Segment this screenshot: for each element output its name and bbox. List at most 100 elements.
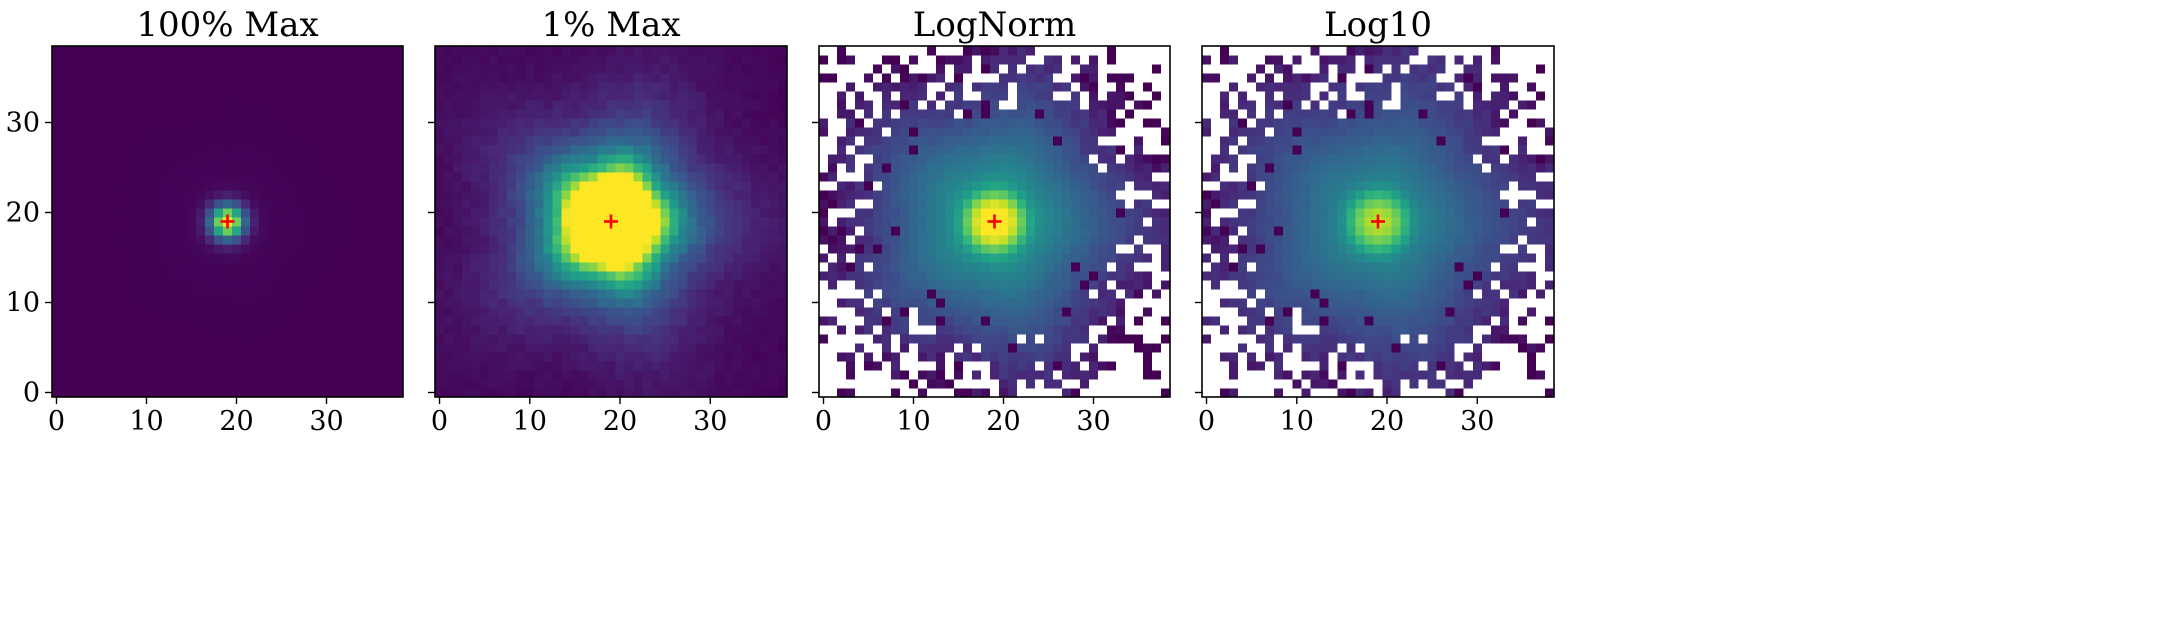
heatmap-cell bbox=[525, 370, 535, 380]
heatmap-cell bbox=[1053, 190, 1063, 200]
heatmap-cell bbox=[151, 235, 161, 245]
heatmap-cell bbox=[79, 172, 89, 182]
heatmap-cell bbox=[232, 145, 242, 155]
heatmap-cell bbox=[1391, 379, 1402, 389]
heatmap-cell bbox=[133, 163, 143, 173]
heatmap-cell bbox=[981, 280, 991, 290]
heatmap-cell bbox=[304, 199, 314, 209]
heatmap-cell bbox=[385, 298, 395, 308]
heatmap-cell bbox=[358, 82, 368, 92]
heatmap-cell bbox=[873, 109, 883, 119]
heatmap-cell bbox=[1098, 208, 1108, 218]
heatmap-cell bbox=[936, 235, 946, 245]
heatmap-cell bbox=[435, 370, 445, 380]
heatmap-cell bbox=[1134, 226, 1144, 236]
heatmap-cell bbox=[489, 109, 499, 119]
heatmap-cell bbox=[846, 82, 856, 92]
heatmap-cell bbox=[88, 307, 98, 317]
heatmap-cell bbox=[142, 334, 152, 344]
heatmap-cell bbox=[151, 388, 161, 398]
heatmap-cell bbox=[178, 307, 188, 317]
heatmap-cell bbox=[1346, 343, 1357, 353]
heatmap-cell bbox=[169, 334, 179, 344]
heatmap-cell bbox=[615, 379, 626, 389]
heatmap-cell bbox=[169, 271, 179, 281]
heatmap-cell bbox=[714, 334, 725, 344]
heatmap-cell bbox=[376, 172, 386, 182]
heatmap-cell bbox=[160, 64, 170, 74]
heatmap-cell bbox=[1454, 316, 1465, 326]
heatmap-cell bbox=[768, 379, 779, 389]
heatmap-cell bbox=[543, 343, 553, 353]
heatmap-cell bbox=[669, 217, 680, 227]
heatmap-cell bbox=[642, 361, 653, 371]
heatmap-cell bbox=[507, 181, 517, 191]
heatmap-cell bbox=[855, 73, 865, 83]
heatmap-cell bbox=[277, 199, 287, 209]
heatmap-cell bbox=[358, 55, 368, 65]
heatmap-cell bbox=[453, 325, 463, 335]
heatmap-cell bbox=[340, 244, 350, 254]
heatmap-cell bbox=[918, 199, 928, 209]
heatmap-cell bbox=[498, 55, 508, 65]
heatmap-cell bbox=[606, 271, 617, 281]
heatmap-cell bbox=[214, 334, 224, 344]
heatmap-cell bbox=[367, 172, 377, 182]
heatmap-cell bbox=[367, 280, 377, 290]
heatmap-cell bbox=[268, 154, 278, 164]
heatmap-cell bbox=[367, 289, 377, 299]
heatmap-cell bbox=[331, 379, 341, 389]
heatmap-cell bbox=[561, 46, 571, 56]
heatmap-cell bbox=[453, 64, 463, 74]
heatmap-cell bbox=[516, 145, 526, 155]
heatmap-cell bbox=[349, 370, 359, 380]
heatmap-cell bbox=[313, 370, 323, 380]
heatmap-cell bbox=[696, 64, 707, 74]
heatmap-cell bbox=[1409, 352, 1420, 362]
heatmap-cell bbox=[1008, 343, 1018, 353]
heatmap-cell bbox=[1355, 370, 1366, 380]
heatmap-cell bbox=[286, 379, 296, 389]
heatmap-cell bbox=[1283, 370, 1293, 380]
heatmap-cell bbox=[151, 100, 161, 110]
heatmap-cell bbox=[588, 343, 599, 353]
heatmap-cell bbox=[1292, 370, 1302, 380]
heatmap-cell bbox=[615, 163, 626, 173]
heatmap-cell bbox=[1544, 316, 1555, 326]
heatmap-cell bbox=[471, 388, 481, 398]
heatmap-cell bbox=[1071, 46, 1081, 56]
heatmap-cell bbox=[1355, 352, 1366, 362]
heatmap-cell bbox=[340, 100, 350, 110]
heatmap-cell bbox=[1211, 361, 1221, 371]
heatmap-cell bbox=[660, 163, 671, 173]
heatmap-cell bbox=[552, 199, 562, 209]
heatmap-cell bbox=[651, 262, 662, 272]
heatmap-cell bbox=[1017, 145, 1027, 155]
heatmap-cell bbox=[633, 100, 644, 110]
heatmap-cell bbox=[187, 280, 197, 290]
heatmap-cell bbox=[615, 370, 626, 380]
heatmap-cell bbox=[1544, 343, 1555, 353]
heatmap-cell bbox=[435, 181, 445, 191]
heatmap-cell bbox=[954, 244, 964, 254]
heatmap-cell bbox=[1143, 136, 1153, 146]
heatmap-cell bbox=[79, 244, 89, 254]
heatmap-cell bbox=[196, 100, 206, 110]
heatmap-cell bbox=[927, 208, 937, 218]
heatmap-cell bbox=[106, 235, 116, 245]
heatmap-cell bbox=[543, 181, 553, 191]
heatmap-cell bbox=[376, 100, 386, 110]
heatmap-cell bbox=[178, 316, 188, 326]
heatmap-cell bbox=[1008, 46, 1018, 56]
heatmap-cell bbox=[570, 298, 581, 308]
heatmap-cell bbox=[696, 226, 707, 236]
heatmap-cell bbox=[846, 73, 856, 83]
heatmap-cell bbox=[1535, 379, 1546, 389]
heatmap-cell bbox=[304, 181, 314, 191]
heatmap-cell bbox=[124, 316, 134, 326]
heatmap-cell bbox=[250, 217, 260, 227]
heatmap-cell bbox=[1017, 154, 1027, 164]
heatmap-cell bbox=[205, 64, 215, 74]
heatmap-cell bbox=[837, 361, 847, 371]
heatmap-cell bbox=[1026, 217, 1036, 227]
